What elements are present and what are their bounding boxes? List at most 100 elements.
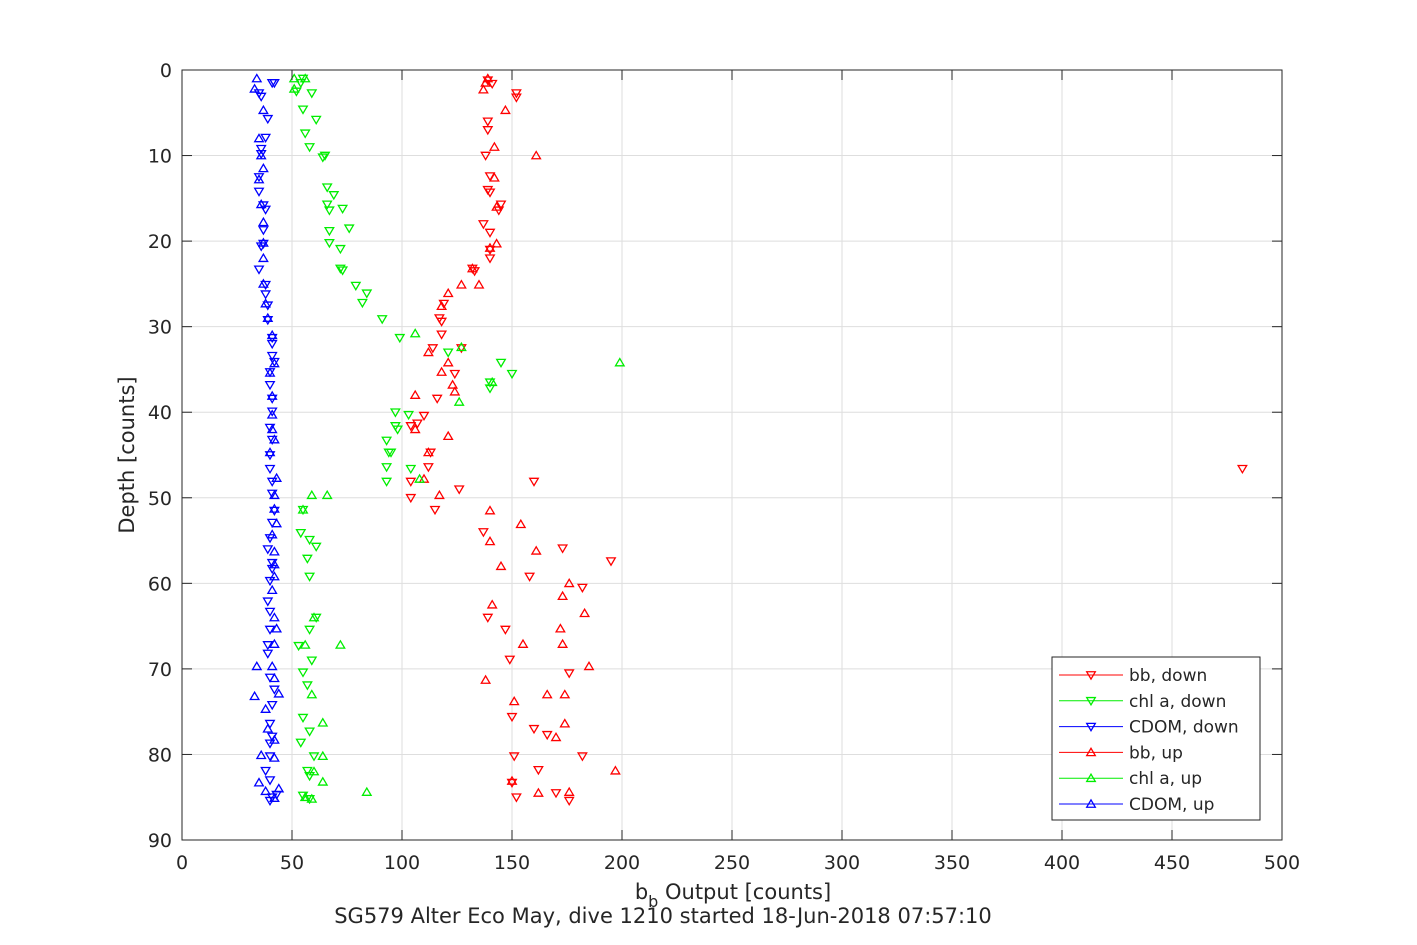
data-point [563, 786, 575, 796]
data-point [389, 408, 401, 418]
data-point [411, 419, 423, 429]
data-point [532, 765, 544, 776]
data-point [273, 783, 285, 793]
data-point [557, 590, 569, 601]
data-point [510, 793, 522, 803]
data-point [253, 133, 265, 143]
data-point [304, 572, 316, 582]
data-point [297, 504, 309, 514]
data-point [253, 174, 265, 184]
data-point [530, 150, 542, 160]
data-point [486, 79, 498, 90]
data-point [266, 700, 278, 711]
data-point [266, 489, 278, 499]
data-point [449, 369, 461, 380]
data-point [466, 263, 478, 273]
data-point [262, 114, 274, 125]
data-point [515, 518, 527, 529]
y-tick-label: 80 [148, 744, 172, 766]
data-point [266, 660, 278, 671]
data-point [422, 346, 434, 357]
series-5 [249, 73, 285, 802]
data-point [530, 545, 542, 555]
data-point [361, 786, 373, 796]
data-point [414, 473, 426, 483]
data-point [304, 143, 316, 153]
data-point [264, 447, 276, 457]
data-point [409, 423, 421, 434]
data-point [504, 655, 516, 665]
data-point [264, 576, 276, 587]
x-tick-label: 200 [604, 852, 640, 874]
data-point [559, 689, 571, 699]
data-point [262, 641, 274, 651]
x-tick-label: 350 [934, 852, 970, 874]
data-point [557, 638, 569, 648]
data-point [381, 436, 393, 446]
data-point [491, 201, 503, 211]
data-point [268, 506, 280, 516]
data-point [268, 734, 280, 744]
data-point [449, 386, 461, 396]
legend-label: bb, down [1129, 666, 1207, 686]
data-point [484, 242, 496, 252]
data-point [477, 528, 489, 538]
data-point [488, 141, 500, 151]
data-point [268, 638, 280, 648]
data-point [255, 92, 267, 102]
data-point [381, 463, 393, 473]
data-point [266, 339, 278, 350]
data-point [484, 228, 496, 238]
data-point [268, 503, 280, 513]
x-tick-label: 300 [824, 852, 860, 874]
data-point [495, 200, 507, 210]
data-point [495, 358, 507, 368]
data-point [293, 641, 305, 652]
data-point [271, 623, 283, 633]
data-point [319, 151, 331, 161]
data-point [609, 765, 621, 775]
data-point [308, 766, 320, 776]
data-point [427, 344, 439, 354]
data-point [260, 766, 272, 777]
data-point [436, 330, 448, 340]
y-tick-label: 60 [148, 573, 172, 595]
data-point [477, 220, 489, 230]
data-point [482, 117, 494, 127]
data-point [266, 793, 278, 803]
data-point [268, 546, 280, 556]
data-point [317, 776, 329, 786]
data-point [260, 785, 272, 796]
data-point [257, 252, 269, 263]
data-point [480, 674, 492, 684]
legend-label: CDOM, down [1129, 718, 1239, 738]
data-point [310, 115, 322, 125]
data-point [304, 771, 316, 782]
data-point [484, 536, 496, 546]
data-point [257, 226, 269, 236]
data-point [334, 244, 346, 255]
data-point [304, 795, 316, 805]
data-point [249, 690, 261, 701]
y-tick-label: 90 [148, 830, 172, 852]
data-point [253, 173, 265, 183]
data-point [310, 613, 322, 623]
data-point [405, 493, 417, 504]
legend: bb, down chl a, down CDOM, down bb, up chl a… [1051, 656, 1261, 821]
data-point [262, 315, 274, 326]
data-point [405, 422, 417, 432]
data-point [453, 485, 465, 495]
data-point [482, 126, 494, 136]
data-point [376, 315, 388, 325]
data-point [264, 423, 276, 433]
data-point [304, 625, 316, 635]
data-point [484, 378, 496, 388]
data-point [480, 151, 492, 161]
data-point [550, 731, 562, 742]
data-point [403, 410, 415, 421]
data-point [266, 351, 278, 362]
data-point [394, 333, 406, 344]
data-point [264, 776, 276, 786]
data-point [301, 681, 313, 691]
data-point [517, 638, 529, 648]
